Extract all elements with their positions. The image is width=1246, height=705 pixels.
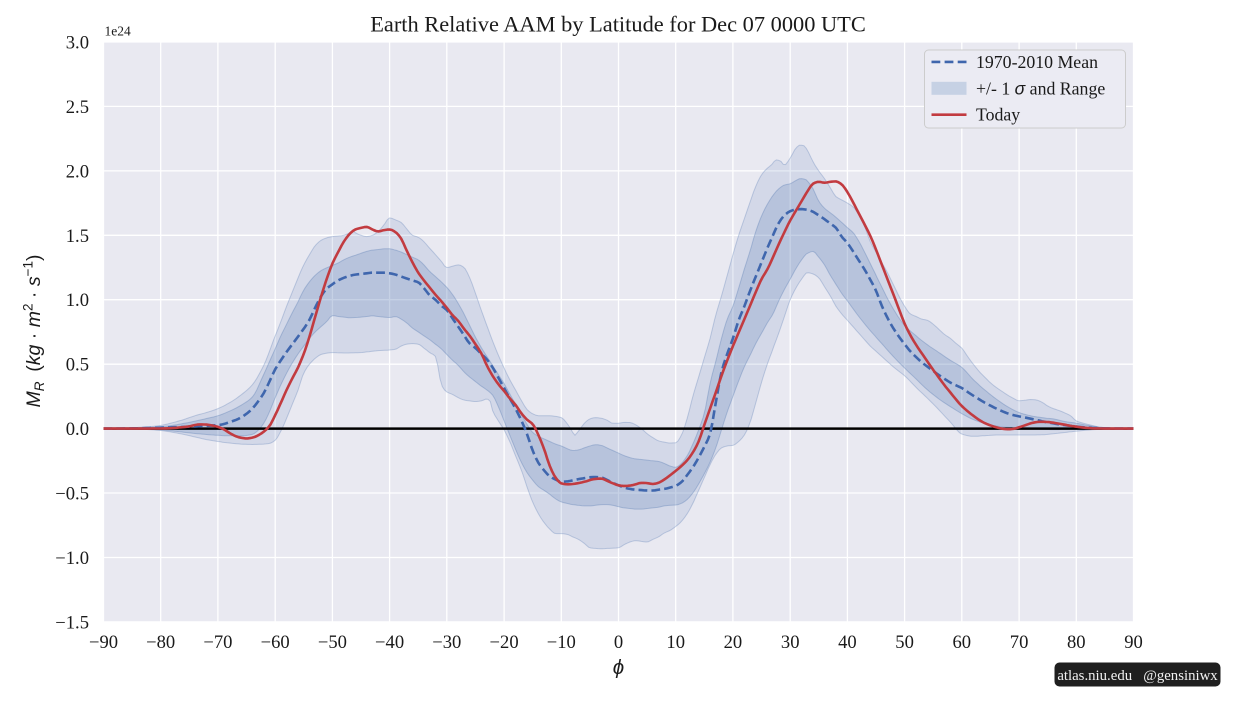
svg-text:70: 70 <box>1010 632 1029 653</box>
svg-text:−1.0: −1.0 <box>55 548 89 569</box>
svg-text:80: 80 <box>1067 632 1086 653</box>
svg-text:−30: −30 <box>432 632 461 653</box>
svg-text:−40: −40 <box>375 632 404 653</box>
svg-text:1e24: 1e24 <box>105 24 131 39</box>
svg-text:1970-2010 Mean: 1970-2010 Mean <box>976 52 1098 72</box>
svg-text:−1.5: −1.5 <box>55 612 89 633</box>
svg-text:1.0: 1.0 <box>66 290 89 311</box>
svg-text:−50: −50 <box>318 632 347 653</box>
svg-text:−10: −10 <box>547 632 576 653</box>
svg-text:Today: Today <box>976 105 1020 125</box>
svg-text:10: 10 <box>666 632 685 653</box>
svg-text:90: 90 <box>1124 632 1143 653</box>
svg-text:60: 60 <box>953 632 972 653</box>
svg-text:40: 40 <box>838 632 857 653</box>
svg-text:2.5: 2.5 <box>66 97 89 118</box>
svg-text:ϕ: ϕ <box>613 656 624 679</box>
svg-text:atlas.niu.edu @gensiniwx: atlas.niu.edu @gensiniwx <box>1057 668 1218 684</box>
svg-text:30: 30 <box>781 632 800 653</box>
svg-text:−20: −20 <box>490 632 519 653</box>
svg-text:−80: −80 <box>146 632 175 653</box>
svg-text:0.5: 0.5 <box>66 355 89 376</box>
svg-text:1.5: 1.5 <box>66 226 89 247</box>
svg-text:−0.5: −0.5 <box>55 484 89 505</box>
svg-text:20: 20 <box>724 632 743 653</box>
svg-text:Earth Relative AAM by Latitude: Earth Relative AAM by Latitude for Dec 0… <box>370 12 866 37</box>
svg-text:+/- 1 σ and Range: +/- 1 σ and Range <box>976 78 1105 98</box>
svg-text:2.0: 2.0 <box>66 161 89 182</box>
svg-text:0: 0 <box>614 632 623 653</box>
svg-text:−70: −70 <box>203 632 232 653</box>
svg-text:3.0: 3.0 <box>66 33 89 54</box>
svg-text:−60: −60 <box>261 632 290 653</box>
svg-text:MR (kg · m2 · s−1): MR (kg · m2 · s−1) <box>21 255 48 408</box>
svg-text:50: 50 <box>895 632 914 653</box>
svg-text:−90: −90 <box>89 632 118 653</box>
svg-text:0.0: 0.0 <box>66 419 89 440</box>
